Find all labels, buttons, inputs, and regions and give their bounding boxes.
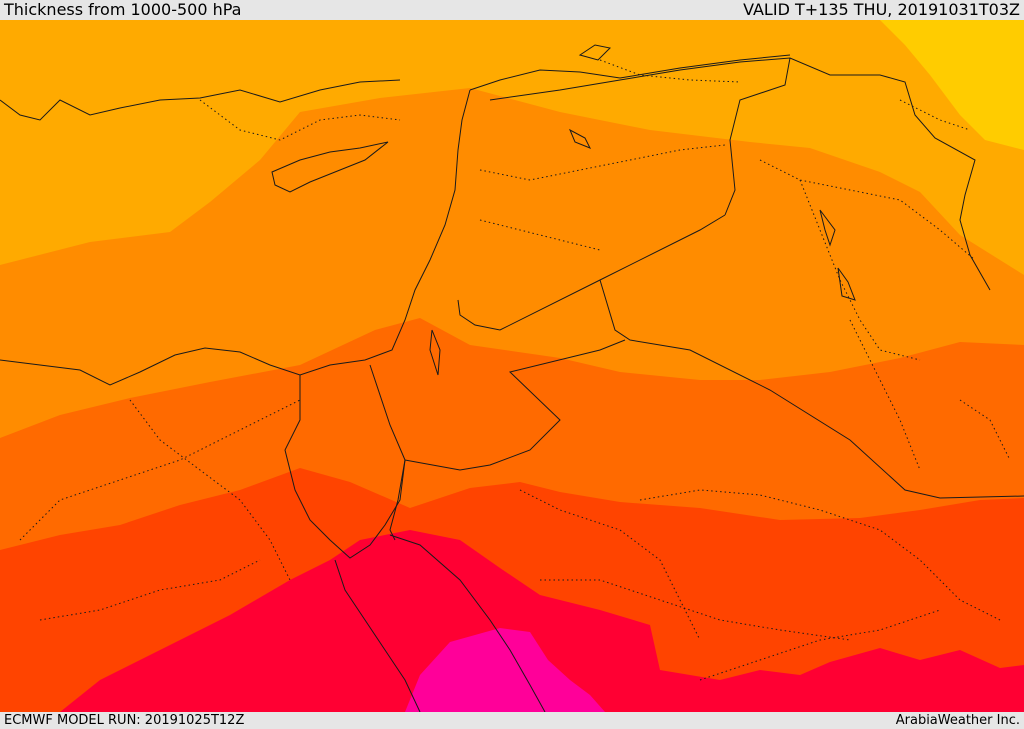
valid-time: VALID T+135 THU, 20191031T03Z bbox=[743, 0, 1020, 19]
thickness-band-5 bbox=[60, 530, 1024, 712]
thickness-band-6 bbox=[405, 628, 605, 712]
credit-text: ArabiaWeather Inc. bbox=[895, 713, 1020, 728]
thickness-map[interactable] bbox=[0, 20, 1024, 712]
thickness-band-0 bbox=[880, 20, 1024, 150]
map-canvas bbox=[0, 20, 1024, 712]
model-run: ECMWF MODEL RUN: 20191025T12Z bbox=[4, 713, 245, 728]
footer-bar: ECMWF MODEL RUN: 20191025T12Z ArabiaWeat… bbox=[0, 712, 1024, 729]
coastlines bbox=[0, 44, 856, 712]
admin-boundaries bbox=[19, 59, 1011, 681]
header-bar: Thickness from 1000-500 hPa VALID T+135 … bbox=[0, 0, 1024, 20]
country-borders bbox=[369, 57, 1024, 499]
map-title: Thickness from 1000-500 hPa bbox=[4, 0, 242, 19]
